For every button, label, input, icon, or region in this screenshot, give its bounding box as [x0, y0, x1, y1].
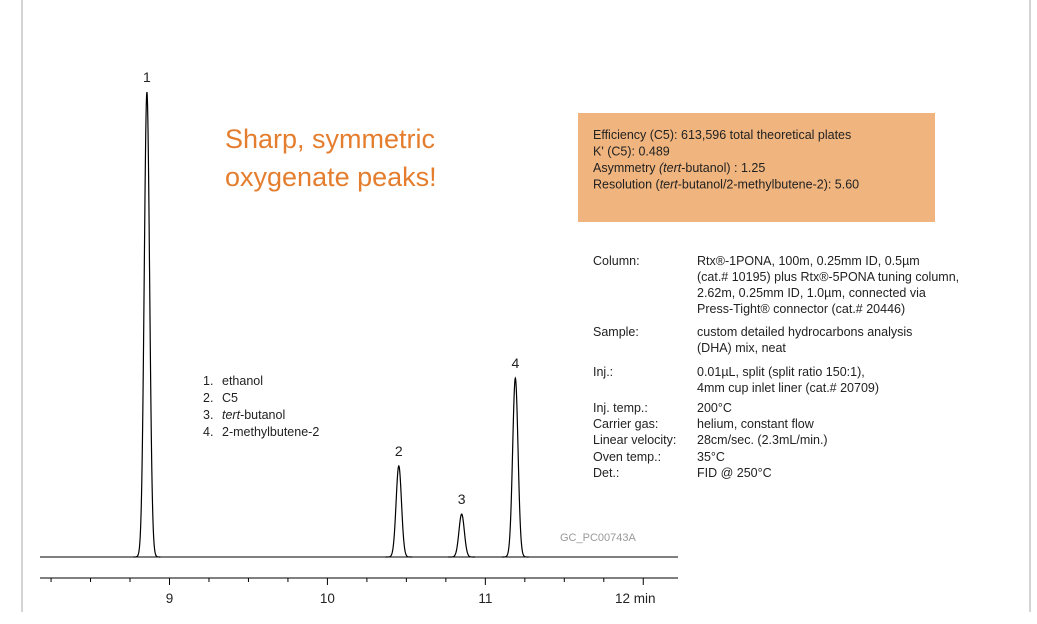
condition-value: (cat.# 10195) plus Rtx®-5PONA tuning col… — [697, 270, 959, 284]
peak — [501, 376, 529, 558]
peak-label: 2 — [395, 443, 403, 459]
legend-number: 1. — [203, 374, 213, 388]
condition-label: Inj. temp.: — [593, 401, 648, 415]
condition-label: Oven temp.: — [593, 450, 661, 464]
legend-text: C5 — [222, 391, 238, 405]
text-segment: -butanol) : 1.25 — [681, 161, 765, 175]
condition-value: FID @ 250°C — [697, 466, 772, 480]
stats-line: Efficiency (C5): 613,596 total theoretic… — [593, 128, 851, 142]
text-segment: Efficiency (C5): 613,596 total theoretic… — [593, 128, 851, 142]
text-segment: -butanol — [240, 408, 285, 422]
legend-number: 3. — [203, 408, 213, 422]
condition-value: custom detailed hydrocarbons analysis — [697, 325, 912, 339]
text-segment: 2-methylbutene-2 — [222, 425, 319, 439]
legend-text: ethanol — [222, 374, 263, 388]
text-segment: -butanol/2-methylbutene-2): 5.60 — [678, 178, 859, 192]
legend-number: 2. — [203, 391, 213, 405]
peak — [133, 91, 161, 558]
condition-label: Carrier gas: — [593, 417, 658, 431]
condition-value: (DHA) mix, neat — [697, 341, 786, 355]
headline: oxygenate peaks! — [225, 162, 437, 192]
peak — [385, 464, 413, 558]
text-segment: (tert — [659, 161, 682, 175]
condition-value: helium, constant flow — [697, 417, 815, 431]
condition-value: 2.62m, 0.25mm ID, 1.0µm, connected via — [697, 286, 926, 300]
peak-label: 4 — [511, 355, 519, 371]
stats-line: K' (C5): 0.489 — [593, 145, 670, 159]
condition-value: 200°C — [697, 401, 732, 415]
text-segment: C5 — [222, 391, 238, 405]
condition-value: 0.01µL, split (split ratio 150:1), — [697, 365, 865, 379]
condition-value: Press-Tight® connector (cat.# 20446) — [697, 302, 905, 316]
x-tick-label: 10 — [320, 591, 335, 606]
condition-value: Rtx®-1PONA, 100m, 0.25mm ID, 0.5µm — [697, 254, 920, 268]
legend-number: 4. — [203, 425, 213, 439]
legend-text: tert-butanol — [222, 408, 285, 422]
condition-label: Linear velocity: — [593, 433, 676, 447]
condition-value: 4mm cup inlet liner (cat.# 20709) — [697, 381, 879, 395]
text-segment: tert — [222, 408, 241, 422]
text-segment: Resolution ( — [593, 178, 661, 192]
text-segment: tert — [660, 178, 679, 192]
headline: Sharp, symmetric — [225, 124, 435, 154]
figure-code: GC_PC00743A — [560, 532, 636, 544]
peak-label: 1 — [143, 69, 151, 85]
text-segment: Asymmetry — [593, 161, 659, 175]
text-segment: K' (C5): 0.489 — [593, 145, 670, 159]
x-tick-label: 9 — [166, 591, 174, 606]
condition-value: 28cm/sec. (2.3mL/min.) — [697, 433, 828, 447]
x-tick-label: 12 min — [615, 591, 656, 606]
peak — [448, 513, 476, 558]
condition-label: Column: — [593, 254, 640, 268]
text-segment: ethanol — [222, 374, 263, 388]
legend-text: 2-methylbutene-2 — [222, 425, 319, 439]
condition-label: Inj.: — [593, 365, 613, 379]
stats-line: Resolution (tert-butanol/2-methylbutene-… — [593, 178, 859, 192]
condition-label: Det.: — [593, 466, 619, 480]
x-tick-label: 11 — [478, 591, 492, 606]
peak-label: 3 — [458, 491, 466, 507]
condition-label: Sample: — [593, 325, 639, 339]
stats-box — [578, 113, 935, 222]
condition-value: 35°C — [697, 450, 725, 464]
stats-line: Asymmetry (tert-butanol) : 1.25 — [593, 161, 765, 175]
